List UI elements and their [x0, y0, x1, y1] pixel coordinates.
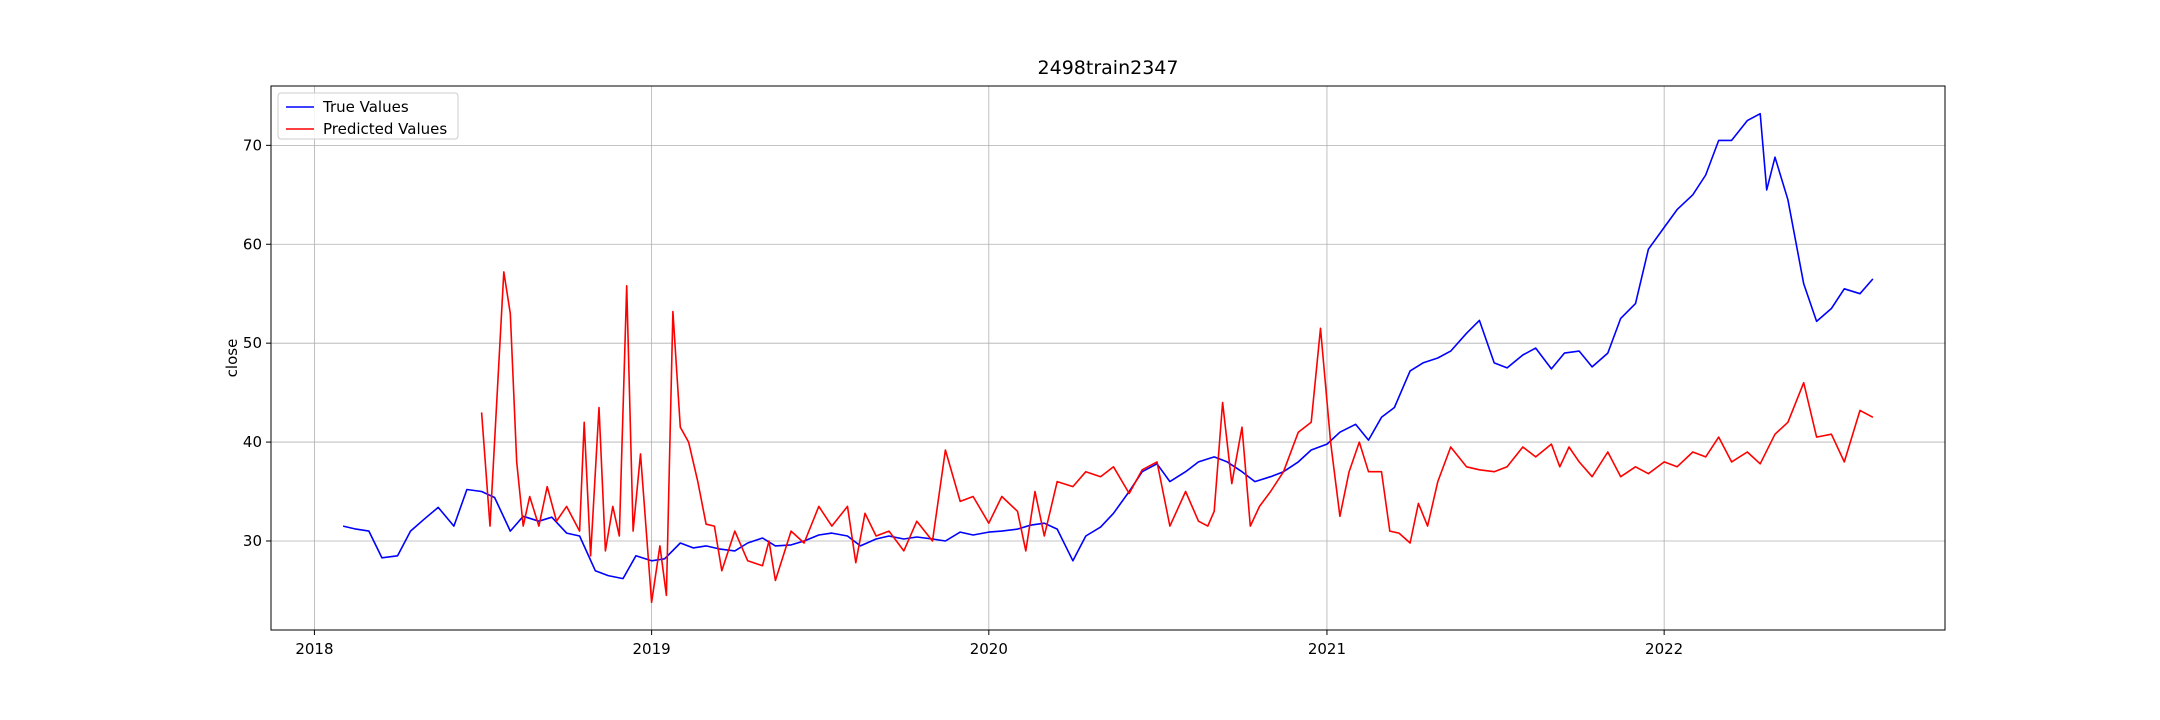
grid — [271, 86, 1945, 630]
legend-label: Predicted Values — [323, 120, 447, 138]
legend-box — [277, 92, 459, 140]
true-values-line — [342, 112, 1874, 580]
x-axis: 2018 2019 2020 2021 2022 — [295, 630, 1683, 658]
chart-title: 2498train2347 — [1038, 57, 1179, 79]
y-tick-label: 70 — [243, 136, 262, 154]
x-tick-label: 2020 — [970, 640, 1008, 658]
y-axis-label: close — [223, 339, 241, 378]
y-tick-label: 50 — [243, 334, 262, 352]
x-tick-label: 2018 — [295, 640, 333, 658]
legend-label: True Values — [322, 98, 409, 116]
y-tick-label: 40 — [243, 433, 262, 451]
y-tick-label: 30 — [243, 532, 262, 550]
y-tick-label: 60 — [243, 235, 262, 253]
series-layer — [342, 112, 1874, 604]
predicted-values-line — [480, 271, 1874, 604]
x-tick-label: 2022 — [1645, 640, 1683, 658]
x-tick-label: 2019 — [633, 640, 671, 658]
plot-frame — [270, 85, 1946, 631]
y-axis: 30 40 50 60 70 — [243, 136, 271, 550]
legend: True Values Predicted Values — [277, 92, 459, 140]
x-tick-label: 2021 — [1308, 640, 1346, 658]
